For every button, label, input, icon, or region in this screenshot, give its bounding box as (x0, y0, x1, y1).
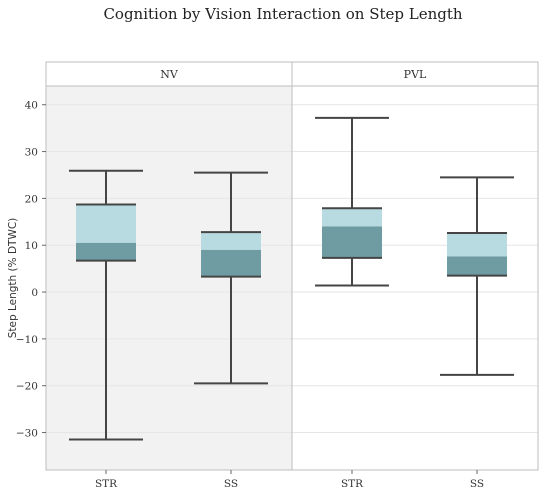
box-pvl-str: STR (315, 116, 389, 490)
box-nv-ss: SS (194, 171, 268, 490)
facet-strip-label: PVL (404, 68, 427, 81)
chart-title: Cognition by Vision Interaction on Step … (103, 5, 462, 23)
box-upper-quartile (76, 204, 136, 243)
x-tick-label: SS (470, 478, 484, 490)
y-tick-label: −30 (16, 428, 38, 440)
box-lower-quartile (76, 242, 136, 261)
x-tick-label: SS (224, 478, 238, 490)
facet-strip (45, 61, 293, 87)
y-tick-label: 10 (25, 240, 38, 252)
box-lower-quartile (322, 226, 382, 258)
box-pvl-ss: SS (440, 176, 514, 490)
box-lower-quartile (447, 256, 507, 276)
facet-panels: NV STR SS PVL STR SS (45, 61, 539, 490)
facet-panel-nv: NV STR SS (45, 61, 293, 490)
box-upper-quartile (447, 233, 507, 257)
panel-background (46, 86, 292, 470)
x-tick-label: STR (95, 478, 118, 490)
y-tick-label: 20 (25, 193, 38, 205)
box-nv-str: STR (69, 169, 143, 490)
y-axis: −30 −20 −10 0 10 20 30 40 (16, 100, 46, 440)
facet-strip (291, 61, 539, 87)
y-axis-label: Step Length (% DTWC) (7, 218, 19, 339)
x-tick-label: STR (341, 478, 364, 490)
box-lower-quartile (201, 249, 261, 277)
box-upper-quartile (322, 208, 382, 227)
y-tick-label: −20 (16, 381, 38, 393)
y-tick-label: 30 (25, 147, 38, 159)
facet-panel-pvl: PVL STR SS (291, 61, 539, 490)
y-tick-label: 40 (25, 100, 38, 112)
panel-border (291, 85, 539, 471)
box-upper-quartile (201, 232, 261, 250)
facet-strip-label: NV (160, 68, 179, 81)
panel-background (292, 86, 538, 470)
y-tick-label: −10 (16, 334, 38, 346)
y-tick-label: 0 (31, 287, 38, 299)
